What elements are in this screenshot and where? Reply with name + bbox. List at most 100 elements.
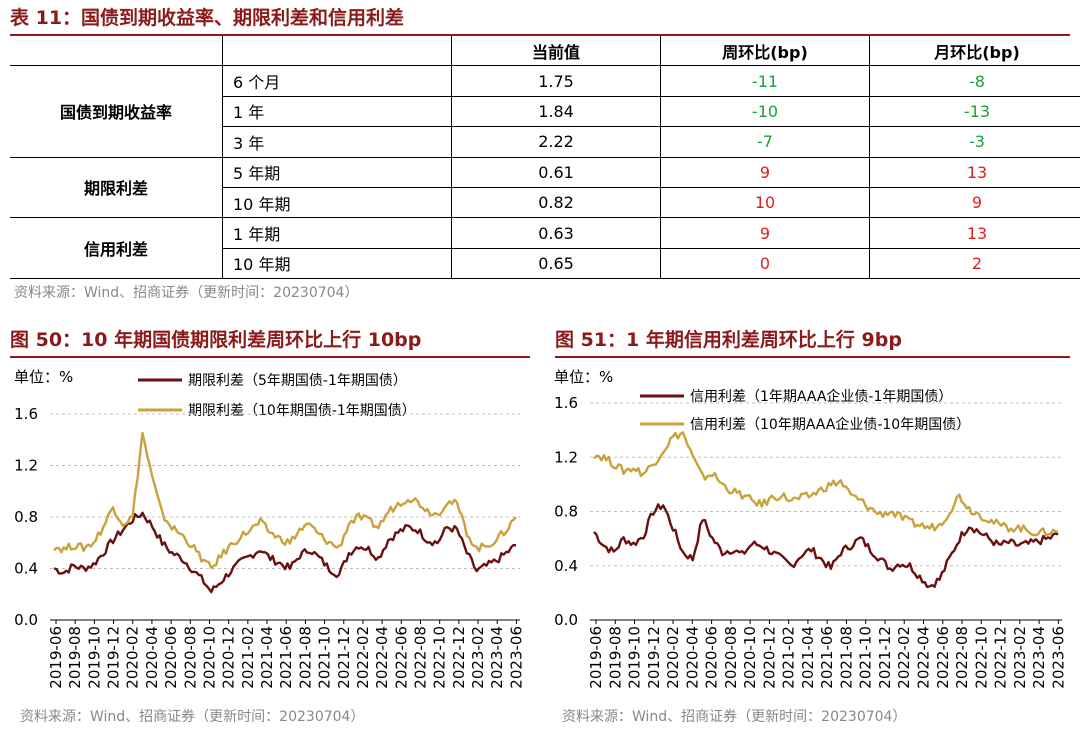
value-cell: 2.22 bbox=[451, 126, 661, 158]
month-change-cell: -8 bbox=[869, 65, 1080, 97]
x-tick-label: 2021-02 bbox=[239, 626, 257, 689]
header-category bbox=[10, 36, 223, 66]
value-cell: 1.84 bbox=[451, 96, 661, 128]
x-tick-label: 2021-02 bbox=[780, 626, 798, 689]
y-tick-label: 0.8 bbox=[14, 508, 38, 526]
x-tick-label: 2020-12 bbox=[220, 626, 238, 689]
month-change-cell: 9 bbox=[869, 187, 1080, 219]
term-cell: 3 年 bbox=[222, 126, 452, 158]
x-tick-label: 2022-02 bbox=[354, 626, 372, 689]
x-tick-label: 2020-02 bbox=[664, 626, 682, 689]
value-cell: 0.63 bbox=[451, 217, 661, 249]
x-tick-label: 2021-06 bbox=[277, 626, 295, 689]
month-change-cell: -3 bbox=[869, 126, 1080, 158]
x-tick-label: 2023-04 bbox=[488, 626, 506, 689]
y-tick-label: 0.8 bbox=[554, 503, 578, 521]
value-cell: 1.75 bbox=[451, 65, 661, 97]
x-tick-label: 2023-02 bbox=[1011, 626, 1029, 689]
chart50-title: 图 50：10 年期国债期限利差周环比上行 10bp bbox=[10, 324, 530, 358]
x-tick-label: 2020-10 bbox=[741, 626, 759, 689]
category-term-spread: 期限利差 bbox=[10, 157, 223, 219]
x-tick-label: 2021-06 bbox=[818, 626, 836, 689]
value-cell: 0.82 bbox=[451, 187, 661, 219]
x-tick-label: 2022-08 bbox=[411, 626, 429, 689]
term-cell: 1 年 bbox=[222, 96, 452, 128]
x-tick-label: 2021-10 bbox=[316, 626, 334, 689]
x-tick-label: 2019-08 bbox=[606, 626, 624, 689]
value-cell: 0.61 bbox=[451, 157, 661, 188]
legend-label: 期限利差（5年期国债-1年期国债） bbox=[188, 373, 407, 389]
x-tick-label: 2019-10 bbox=[85, 626, 103, 689]
header-week-change: 周环比(bp) bbox=[660, 36, 870, 66]
table-row: 国债到期收益率 6 个月 1.75 -11 -8 bbox=[10, 65, 1080, 158]
y-tick-label: 0.0 bbox=[14, 611, 38, 629]
week-change-cell: -11 bbox=[660, 65, 870, 97]
x-tick-label: 2023-02 bbox=[469, 626, 487, 689]
x-tick-label: 2021-12 bbox=[876, 626, 894, 689]
x-tick-label: 2019-06 bbox=[47, 626, 65, 689]
legend-label: 期限利差（10年期国债-1年期国债） bbox=[188, 403, 416, 419]
table-row: 10 年期 0.65 0 2 bbox=[10, 248, 1080, 280]
legend-label: 信用利差（1年期AAA企业债-1年期国债） bbox=[690, 388, 952, 405]
legend-label: 信用利差（10年期AAA企业债-10年期国债） bbox=[690, 416, 970, 433]
x-tick-label: 2020-08 bbox=[722, 626, 740, 689]
y-tick-label: 0.0 bbox=[554, 611, 578, 629]
x-tick-label: 2020-04 bbox=[683, 626, 701, 689]
x-tick-label: 2022-06 bbox=[934, 626, 952, 689]
week-change-cell: -10 bbox=[660, 96, 870, 128]
y-tick-label: 0.4 bbox=[554, 557, 578, 575]
chart50-term-spread-line-chart: 单位：% 期限利差（5年期国债-1年期国债） 期限利差（10年期国债-1年期国债） 0… bbox=[14, 368, 525, 689]
table-row: 信用利差 1 年期 0.63 9 13 bbox=[10, 217, 1080, 280]
x-tick-label: 2022-12 bbox=[450, 626, 468, 689]
x-tick-label: 2019-08 bbox=[66, 626, 84, 689]
x-tick-label: 2021-08 bbox=[296, 626, 314, 689]
term-cell: 10 年期 bbox=[222, 187, 452, 219]
term-cell: 1 年期 bbox=[222, 217, 452, 249]
y-tick-label: 1.6 bbox=[14, 405, 38, 423]
week-change-cell: 9 bbox=[660, 157, 870, 188]
x-tick-label: 2023-04 bbox=[1030, 626, 1048, 689]
month-change-cell: 13 bbox=[869, 217, 1080, 249]
table-row: 1 年 1.84 -10 -13 bbox=[10, 96, 1080, 128]
month-change-cell: 2 bbox=[869, 248, 1080, 280]
y-tick-label: 0.4 bbox=[14, 560, 38, 578]
x-tick-label: 2020-08 bbox=[181, 626, 199, 689]
category-treasury-yield: 国债到期收益率 bbox=[10, 65, 223, 158]
x-tick-label: 2022-10 bbox=[972, 626, 990, 689]
table-row: 期限利差 5 年期 0.61 9 13 bbox=[10, 157, 1080, 219]
x-tick-label: 2019-12 bbox=[645, 626, 663, 689]
x-tick-label: 2021-12 bbox=[335, 626, 353, 689]
header-month-change: 月环比(bp) bbox=[869, 36, 1080, 66]
chart51-source-note: 资料来源：Wind、招商证券（更新时间：20230704） bbox=[562, 709, 907, 725]
week-change-cell: 0 bbox=[660, 248, 870, 280]
series-line bbox=[53, 431, 517, 569]
x-tick-label: 2022-04 bbox=[373, 626, 391, 689]
x-tick-label: 2022-08 bbox=[953, 626, 971, 689]
x-tick-label: 2020-02 bbox=[124, 626, 142, 689]
x-tick-label: 2020-12 bbox=[760, 626, 778, 689]
x-tick-label: 2022-02 bbox=[895, 626, 913, 689]
month-change-cell: 13 bbox=[869, 157, 1080, 188]
series-line bbox=[593, 503, 1059, 589]
week-change-cell: -7 bbox=[660, 126, 870, 158]
week-change-cell: 9 bbox=[660, 217, 870, 249]
x-tick-label: 2022-10 bbox=[431, 626, 449, 689]
x-tick-label: 2023-06 bbox=[1049, 626, 1067, 689]
table-title: 表 11：国债到期收益率、期限利差和信用利差 bbox=[10, 2, 1070, 36]
x-tick-label: 2022-06 bbox=[392, 626, 410, 689]
header-term bbox=[222, 36, 452, 66]
x-tick-label: 2021-04 bbox=[799, 626, 817, 689]
value-cell: 0.65 bbox=[451, 248, 661, 280]
x-tick-label: 2021-04 bbox=[258, 626, 276, 689]
table-header-row: 当前值 周环比(bp) 月环比(bp) bbox=[10, 36, 1080, 66]
table-row: 3 年 2.22 -7 -3 bbox=[10, 126, 1080, 158]
yield-spread-table: 当前值 周环比(bp) 月环比(bp) 国债到期收益率 6 个月 1.75 -1… bbox=[10, 36, 1080, 280]
table-source-note: 资料来源：Wind、招商证券（更新时间：20230704） bbox=[14, 285, 359, 301]
chart51-credit-spread-line-chart: 单位：% 信用利差（1年期AAA企业债-1年期国债） 信用利差（10年期AAA企业债… bbox=[554, 368, 1067, 689]
x-tick-label: 2019-10 bbox=[626, 626, 644, 689]
y-tick-label: 1.2 bbox=[14, 457, 38, 475]
term-cell: 6 个月 bbox=[222, 65, 452, 97]
x-tick-label: 2022-04 bbox=[915, 626, 933, 689]
x-tick-label: 2022-12 bbox=[992, 626, 1010, 689]
x-tick-label: 2020-04 bbox=[143, 626, 161, 689]
